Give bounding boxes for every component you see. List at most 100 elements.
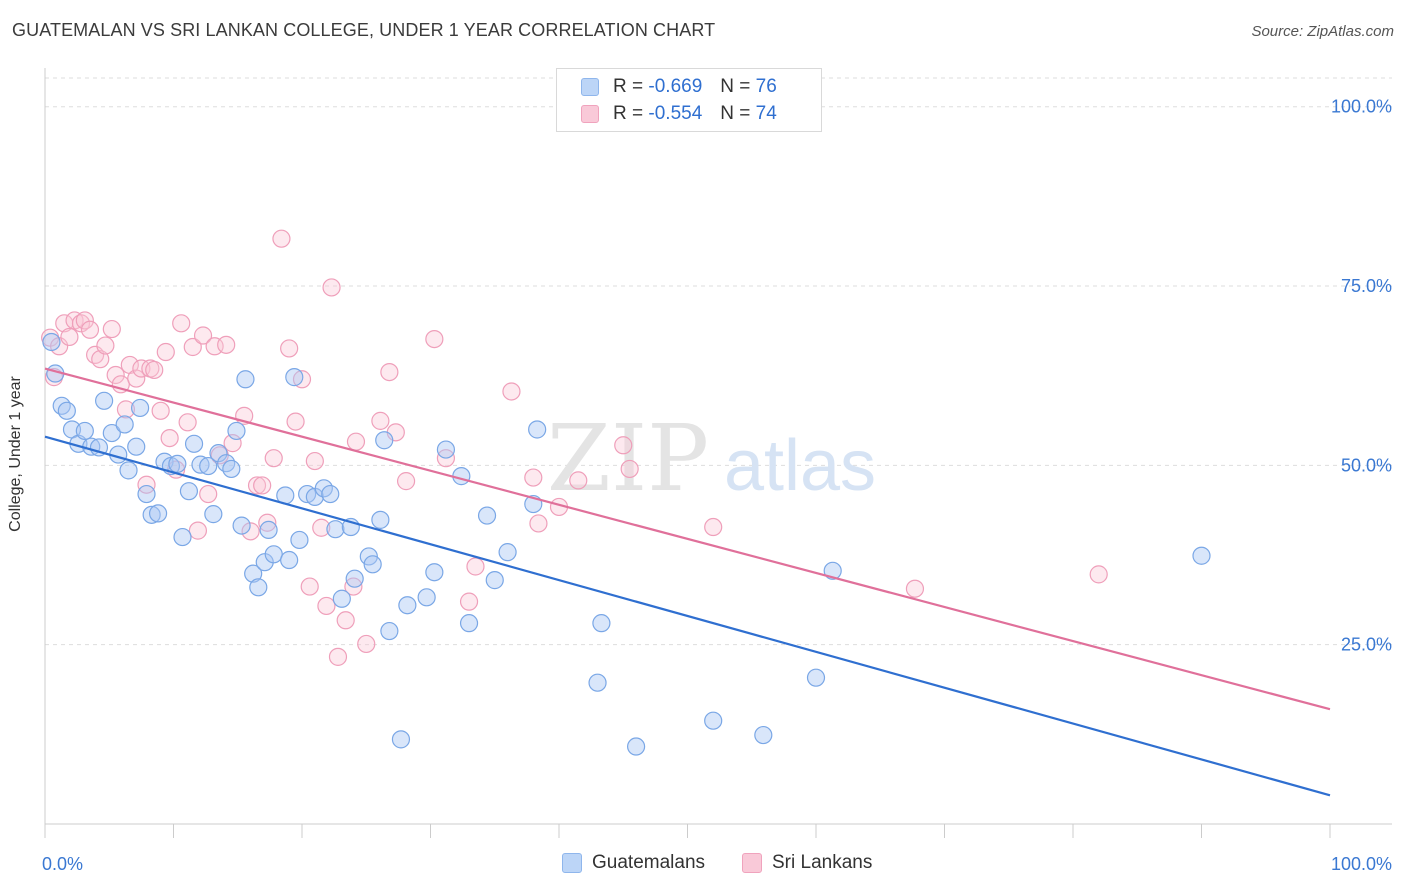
sri-lankans-point: [305, 451, 324, 471]
sri-lankans-point: [178, 413, 197, 432]
y-tick-label: 75.0%: [1341, 276, 1392, 296]
sri-lankans-point: [502, 382, 521, 401]
guatemalans-point: [363, 555, 382, 574]
legend-label: Guatemalans: [592, 852, 706, 873]
guatemalans-point: [222, 459, 241, 479]
sri-lankans-point: [137, 475, 156, 494]
legend-r-value: -0.669: [648, 76, 703, 97]
guatemalans-point: [398, 596, 417, 615]
legend-label: Sri Lankans: [772, 852, 873, 873]
guatemalans-point: [823, 561, 842, 580]
sri-lankans-point: [172, 314, 191, 333]
legend-r-label: R =: [613, 76, 644, 97]
sri-lankans-point: [524, 468, 543, 487]
guatemalans-point: [391, 730, 411, 749]
guatemalans-point: [168, 454, 187, 474]
sri-lankans-point: [160, 428, 179, 448]
guatemalans-points: [42, 332, 1211, 756]
guatemalans-trend-line: [44, 435, 1331, 797]
guatemalans-point: [326, 520, 345, 539]
guatemalans-point: [137, 484, 156, 504]
y-axis-label: College, Under 1 year: [7, 376, 24, 532]
sri-lankans-point: [336, 611, 355, 630]
source-credit: Source: ZipAtlas.com: [1251, 23, 1394, 40]
guatemalans-point: [528, 420, 547, 439]
correlation-legend: R = -0.669 N = 76 R = -0.554 N = 74: [556, 68, 822, 132]
sri-lankans-point: [614, 436, 633, 455]
watermark-atlas: atlas: [724, 426, 876, 506]
sri-lankans-point: [183, 337, 202, 357]
guatemalans-point: [371, 510, 390, 529]
legend-swatch-pink: [742, 853, 762, 873]
guatemalans-point: [321, 484, 340, 504]
sri-lankans-point: [91, 350, 110, 369]
guatemalans-point: [332, 589, 351, 608]
sri-lankans-point: [317, 596, 336, 616]
legend-n-label: N =: [720, 76, 751, 97]
sri-lankans-point: [156, 342, 175, 362]
guatemalans-point: [285, 368, 304, 387]
sri-lankans-point: [286, 412, 305, 431]
sri-lankans-point: [127, 369, 146, 388]
sri-lankans-point: [75, 311, 94, 330]
sri-lankans-point: [151, 401, 170, 420]
sri-lankans-points: [41, 229, 1108, 666]
guatemalans-point: [345, 569, 364, 588]
sri-lankans-point: [102, 319, 121, 339]
sri-lankans-point: [322, 278, 341, 297]
sri-lankans-point: [1089, 565, 1108, 584]
guatemalans-point: [375, 431, 394, 450]
guatemalans-point: [259, 520, 278, 540]
sri-lankans-point: [205, 337, 224, 356]
legend-item-sri-lankans[interactable]: Sri Lankans: [742, 852, 872, 874]
sri-lankans-point: [300, 577, 319, 596]
guatemalans-point: [232, 516, 251, 535]
sri-lankans-point: [529, 514, 548, 533]
legend-swatch-blue: [562, 853, 582, 873]
sri-lankans-point: [258, 513, 277, 532]
guatemalans-point: [57, 401, 76, 420]
guatemalans-point: [204, 505, 223, 524]
guatemalans-point: [127, 437, 146, 456]
guatemalans-point: [459, 614, 479, 633]
sri-lankans-point: [145, 360, 164, 380]
guatemalans-point: [704, 711, 723, 730]
guatemalans-point: [290, 530, 309, 550]
sri-lankans-point: [459, 592, 479, 611]
guatemalans-point: [754, 725, 773, 745]
watermark-zip: ZIP: [547, 405, 709, 512]
grid-lines: [45, 77, 1392, 646]
sri-lankans-point: [466, 557, 485, 576]
guatemalans-point: [148, 504, 168, 523]
sri-lankans-point: [264, 449, 283, 468]
guatemalans-point: [264, 545, 283, 564]
guatemalans-point: [102, 423, 121, 443]
sri-lankans-point: [193, 326, 213, 345]
legend-row-guatemalans: R = -0.669 N = 76: [581, 74, 777, 100]
sri-lankans-point: [312, 518, 331, 537]
legend-swatch-pink: [581, 105, 599, 123]
guatemalans-point: [626, 737, 646, 756]
legend-item-guatemalans[interactable]: Guatemalans: [562, 852, 705, 874]
guatemalans-point: [142, 505, 161, 524]
guatemalans-point: [425, 563, 444, 582]
sri-lankans-point: [116, 400, 136, 419]
series-legend: Guatemalans Sri Lankans: [0, 852, 1406, 878]
guatemalans-point: [42, 332, 61, 352]
sri-lankans-point: [217, 335, 236, 354]
guatemalans-point: [95, 391, 114, 410]
guatemalans-point: [249, 578, 268, 597]
guatemalans-point: [588, 673, 607, 692]
guatemalans-point: [436, 440, 456, 459]
sri-lankans-point: [328, 647, 348, 666]
guatemalans-point: [477, 506, 497, 525]
sri-lankans-point: [396, 472, 416, 491]
sri-lankans-trend-line: [44, 367, 1331, 711]
sri-lankans-point: [106, 365, 125, 385]
sri-lankans-point: [371, 411, 390, 430]
guatemalans-point: [592, 614, 611, 633]
sri-lankans-point: [253, 476, 272, 495]
sri-lankans-point: [241, 522, 260, 541]
guatemalans-point: [75, 421, 94, 441]
